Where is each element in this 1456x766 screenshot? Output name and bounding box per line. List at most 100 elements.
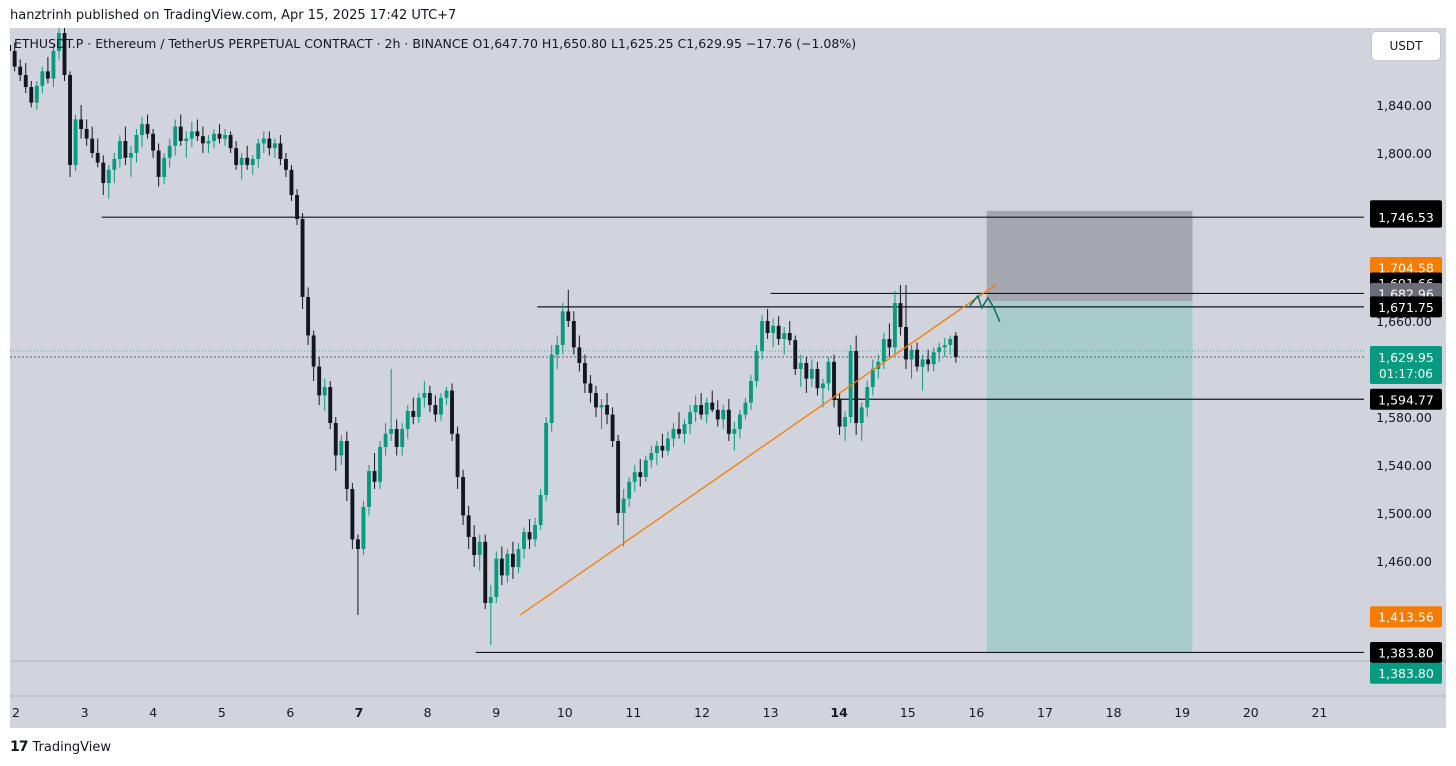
candle-body-17[interactable] — [101, 162, 106, 183]
candle-body-139[interactable] — [776, 325, 781, 339]
candle-body-150[interactable] — [837, 399, 842, 427]
candle-body-46[interactable] — [261, 138, 266, 144]
candle-body-149[interactable] — [832, 361, 836, 399]
candle-body-107[interactable] — [599, 405, 604, 408]
candle-body-90[interactable] — [505, 553, 510, 576]
candle-body-38[interactable] — [217, 133, 222, 139]
candle-body-57[interactable] — [322, 387, 327, 396]
candle-body-64[interactable] — [361, 507, 366, 549]
candle-body-65[interactable] — [367, 471, 371, 507]
candle-body-73[interactable] — [411, 411, 416, 417]
candle-body-86[interactable] — [483, 541, 488, 603]
candle-body-28[interactable] — [162, 157, 167, 177]
candle-body-72[interactable] — [405, 411, 410, 429]
candle-body-109[interactable] — [610, 414, 615, 441]
candle-body-15[interactable] — [90, 138, 95, 153]
candle-body-170[interactable] — [948, 339, 953, 345]
candle-body-153[interactable] — [854, 351, 859, 423]
candle-body-165[interactable] — [920, 359, 925, 367]
candle-body-8[interactable] — [51, 51, 56, 79]
take-profit-zone[interactable] — [986, 301, 1193, 653]
candle-body-114[interactable] — [638, 472, 643, 477]
ascending-trendline[interactable] — [519, 283, 998, 616]
candle-body-127[interactable] — [710, 402, 715, 410]
drawn-path-annotation[interactable] — [969, 294, 1001, 323]
candle-body-91[interactable] — [510, 553, 515, 567]
candle-body-13[interactable] — [79, 119, 84, 129]
candle-body-1[interactable] — [12, 51, 17, 67]
candle-body-102[interactable] — [571, 321, 576, 348]
tradingview-branding[interactable]: 17 TradingView — [10, 739, 111, 755]
candle-body-143[interactable] — [798, 363, 803, 369]
candle-body-20[interactable] — [117, 141, 122, 159]
candle-body-134[interactable] — [749, 381, 753, 403]
candle-body-92[interactable] — [516, 549, 521, 567]
candle-body-167[interactable] — [931, 352, 936, 365]
stop-loss-zone[interactable] — [986, 210, 1193, 302]
candle-body-144[interactable] — [804, 363, 809, 379]
candle-body-44[interactable] — [250, 159, 255, 165]
candle-body-51[interactable] — [289, 169, 294, 195]
candle-body-25[interactable] — [145, 124, 150, 134]
candle-body-130[interactable] — [726, 409, 731, 434]
candle-body-118[interactable] — [660, 445, 665, 451]
candle-body-98[interactable] — [549, 354, 554, 423]
candle-body-147[interactable] — [821, 383, 825, 389]
candle-body-148[interactable] — [826, 361, 831, 384]
candle-body-112[interactable] — [627, 481, 632, 499]
candle-body-97[interactable] — [544, 423, 549, 495]
candle-body-140[interactable] — [782, 333, 787, 339]
candle-body-138[interactable] — [771, 325, 776, 333]
candle-body-40[interactable] — [228, 135, 233, 149]
candle-body-155[interactable] — [865, 387, 870, 408]
candle-body-162[interactable] — [904, 327, 908, 360]
candle-body-42[interactable] — [239, 157, 244, 165]
candle-body-23[interactable] — [134, 135, 139, 153]
candle-body-119[interactable] — [666, 438, 670, 451]
candle-body-126[interactable] — [704, 402, 709, 415]
candle-body-36[interactable] — [206, 141, 211, 144]
candle-body-37[interactable] — [212, 133, 216, 141]
candle-body-56[interactable] — [317, 366, 322, 396]
candle-body-108[interactable] — [605, 405, 609, 415]
candle-body-93[interactable] — [522, 532, 526, 549]
candle-body-156[interactable] — [870, 369, 875, 387]
candle-body-171[interactable] — [953, 335, 958, 358]
candle-body-82[interactable] — [461, 477, 466, 516]
candle-body-80[interactable] — [450, 390, 454, 434]
chart-area[interactable]: 1,840.00 1,800.00 1,660.00 1,580.00 1,540.00… — [10, 28, 1446, 728]
candle-body-115[interactable] — [643, 460, 648, 477]
candle-body-121[interactable] — [677, 429, 681, 434]
candle-body-168[interactable] — [937, 347, 942, 353]
candle-body-152[interactable] — [848, 351, 853, 417]
candle-body-154[interactable] — [859, 407, 864, 423]
candle-body-39[interactable] — [223, 135, 227, 139]
candle-body-113[interactable] — [632, 472, 637, 482]
candle-body-158[interactable] — [881, 339, 886, 362]
candle-body-10[interactable] — [62, 33, 67, 75]
candle-body-24[interactable] — [140, 124, 144, 135]
candle-body-151[interactable] — [843, 417, 848, 427]
candle-body-128[interactable] — [715, 409, 720, 420]
candle-body-85[interactable] — [477, 541, 482, 555]
candle-body-22[interactable] — [128, 153, 133, 158]
candle-body-160[interactable] — [892, 303, 897, 348]
candle-body-164[interactable] — [915, 349, 920, 367]
candle-body-142[interactable] — [793, 340, 798, 369]
candle-body-77[interactable] — [433, 405, 438, 415]
candle-body-99[interactable] — [555, 345, 560, 355]
candle-body-135[interactable] — [754, 351, 759, 381]
candle-body-74[interactable] — [416, 397, 421, 417]
candle-body-159[interactable] — [887, 339, 892, 348]
candle-body-120[interactable] — [671, 429, 676, 439]
candle-body-110[interactable] — [616, 441, 621, 513]
candle-body-31[interactable] — [178, 126, 183, 141]
candle-body-26[interactable] — [151, 133, 156, 151]
candle-body-76[interactable] — [427, 393, 432, 405]
candle-body-81[interactable] — [455, 433, 460, 477]
candle-body-83[interactable] — [466, 515, 471, 537]
candle-body-59[interactable] — [333, 423, 338, 456]
candlestick-chart[interactable]: 1,840.00 1,800.00 1,660.00 1,580.00 1,540.00… — [10, 28, 1446, 728]
candle-body-94[interactable] — [527, 532, 532, 540]
candle-body-19[interactable] — [112, 159, 117, 170]
